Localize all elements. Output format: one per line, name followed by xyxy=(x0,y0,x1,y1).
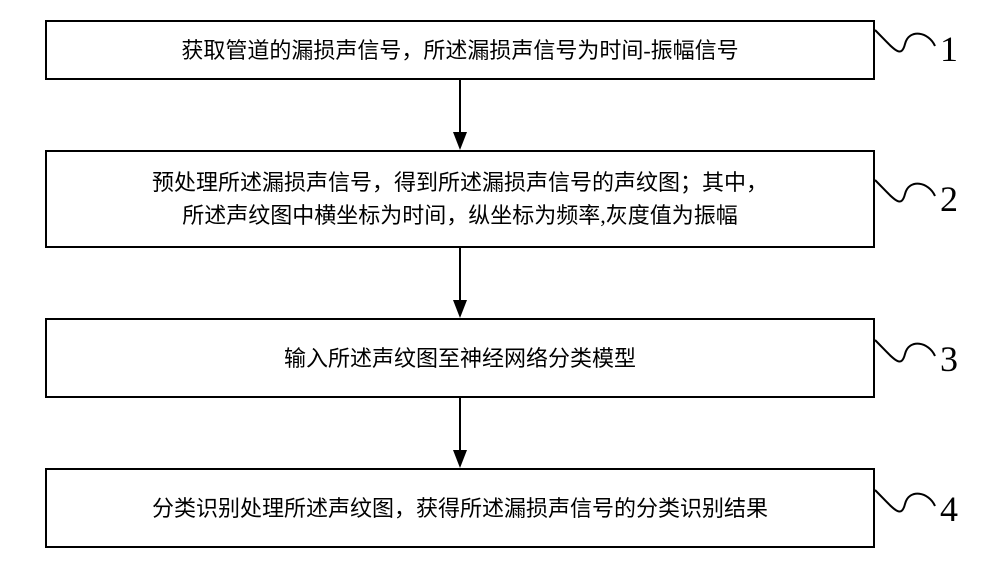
flow-node-step-2: 预处理所述漏损声信号，得到所述漏损声信号的声纹图；其中， 所述声纹图中横坐标为时… xyxy=(45,150,875,248)
curve-curve-4 xyxy=(871,470,939,526)
curve-curve-2 xyxy=(871,160,939,216)
curve-curve-1 xyxy=(871,10,939,66)
flow-label-step-3: 3 xyxy=(940,338,958,380)
flow-label-step-2: 2 xyxy=(940,178,958,220)
flow-node-text: 预处理所述漏损声信号，得到所述漏损声信号的声纹图；其中， 所述声纹图中横坐标为时… xyxy=(152,166,768,232)
flow-node-text: 分类识别处理所述声纹图，获得所述漏损声信号的分类识别结果 xyxy=(152,492,768,525)
flow-node-text: 输入所述声纹图至神经网络分类模型 xyxy=(284,342,636,375)
arrow-arrow-3-4 xyxy=(440,398,480,468)
flow-label-step-1: 1 xyxy=(940,28,958,70)
flow-label-step-4: 4 xyxy=(940,488,958,530)
flow-node-text: 获取管道的漏损声信号，所述漏损声信号为时间-振幅信号 xyxy=(181,34,738,67)
flowchart-canvas: 获取管道的漏损声信号，所述漏损声信号为时间-振幅信号 1 预处理所述漏损声信号，得到… xyxy=(0,0,1000,572)
curve-curve-3 xyxy=(871,320,939,376)
flow-node-step-1: 获取管道的漏损声信号，所述漏损声信号为时间-振幅信号 xyxy=(45,20,875,80)
arrow-arrow-1-2 xyxy=(440,80,480,150)
flow-node-step-4: 分类识别处理所述声纹图，获得所述漏损声信号的分类识别结果 xyxy=(45,468,875,548)
flow-node-step-3: 输入所述声纹图至神经网络分类模型 xyxy=(45,318,875,398)
arrow-arrow-2-3 xyxy=(440,248,480,318)
